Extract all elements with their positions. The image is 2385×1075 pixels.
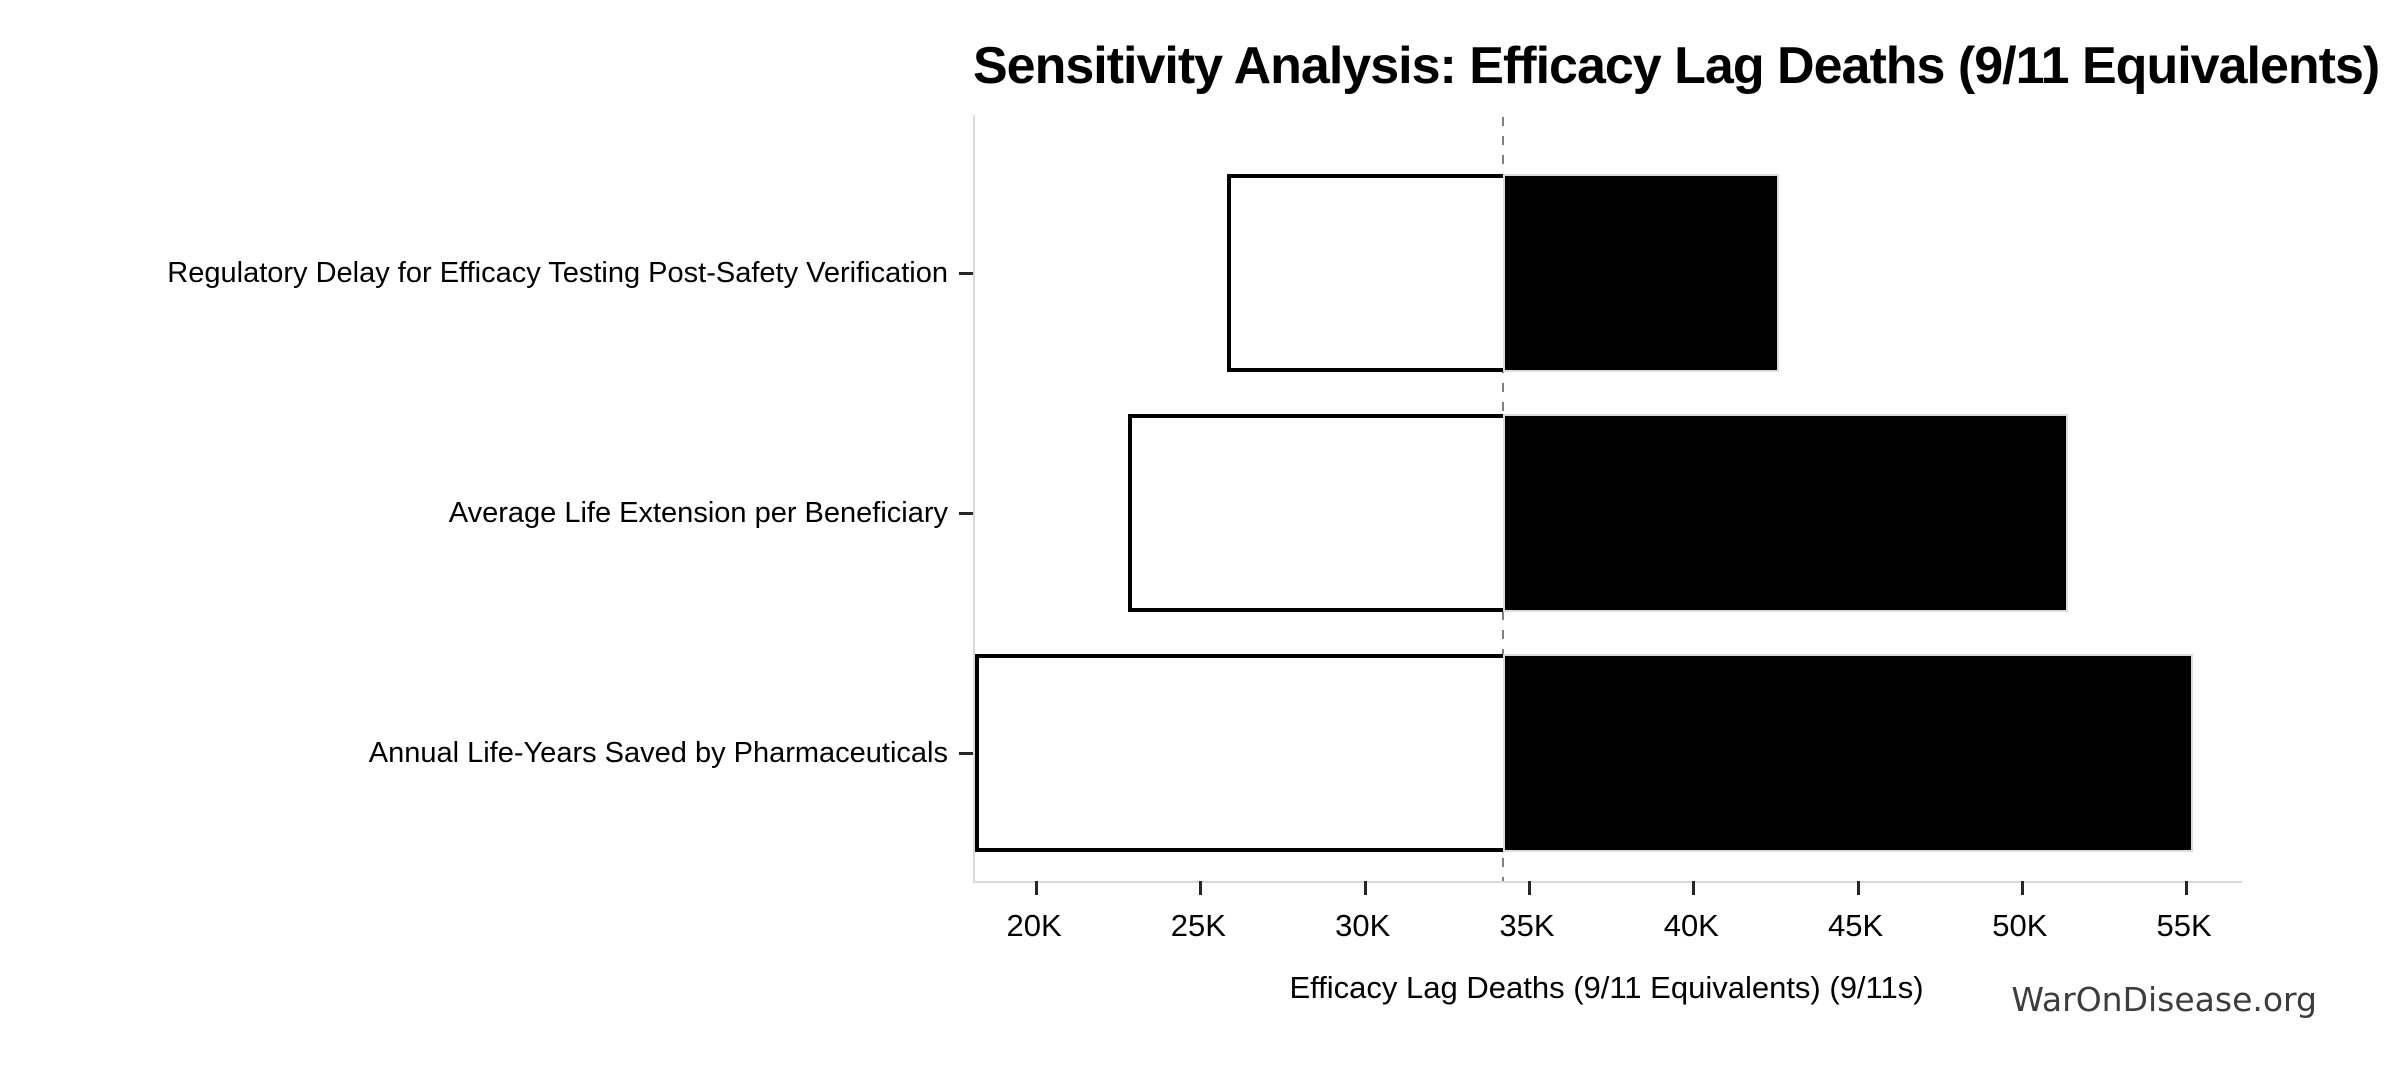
x-axis-tick <box>1692 881 1696 895</box>
chart-title: Sensitivity Analysis: Efficacy Lag Death… <box>973 37 2380 95</box>
x-tick-label: 50K <box>1992 908 2048 943</box>
y-axis-tick <box>959 512 973 515</box>
plot-area <box>959 115 2242 895</box>
y-axis-tick <box>959 752 973 755</box>
x-tick-label: 55K <box>2156 908 2212 943</box>
x-axis-tick <box>1035 881 1039 895</box>
x-axis-tick <box>1199 881 1203 895</box>
y-axis-tick <box>959 272 973 275</box>
bar-high-segment <box>1502 414 2068 612</box>
watermark: WarOnDisease.org <box>2011 980 2317 1019</box>
x-tick-label: 25K <box>1170 908 1226 943</box>
x-tick-label: 20K <box>1006 908 1062 943</box>
x-tick-label: 30K <box>1335 908 1391 943</box>
x-tick-label: 40K <box>1663 908 1719 943</box>
bar-high-segment <box>1502 174 1779 372</box>
x-tick-label: 35K <box>1499 908 1555 943</box>
bar-low-segment <box>1128 414 1503 612</box>
bar-high-segment <box>1502 654 2193 852</box>
x-axis-tick <box>2185 881 2189 895</box>
bar-low-segment <box>1226 174 1503 372</box>
bar-low-segment <box>975 654 1503 852</box>
x-axis-tick <box>1528 881 1531 895</box>
category-label: Annual Life-Years Saved by Pharmaceutica… <box>368 737 948 769</box>
x-tick-label: 45K <box>1828 908 1884 943</box>
x-axis-tick <box>2020 881 2024 895</box>
category-label: Average Life Extension per Beneficiary <box>448 497 948 529</box>
x-axis-tick <box>1363 881 1367 895</box>
x-axis-tick <box>1856 881 1860 895</box>
x-axis-label: Efficacy Lag Deaths (9/11 Equivalents) (… <box>1289 970 1924 1005</box>
category-label: Regulatory Delay for Efficacy Testing Po… <box>167 257 948 289</box>
